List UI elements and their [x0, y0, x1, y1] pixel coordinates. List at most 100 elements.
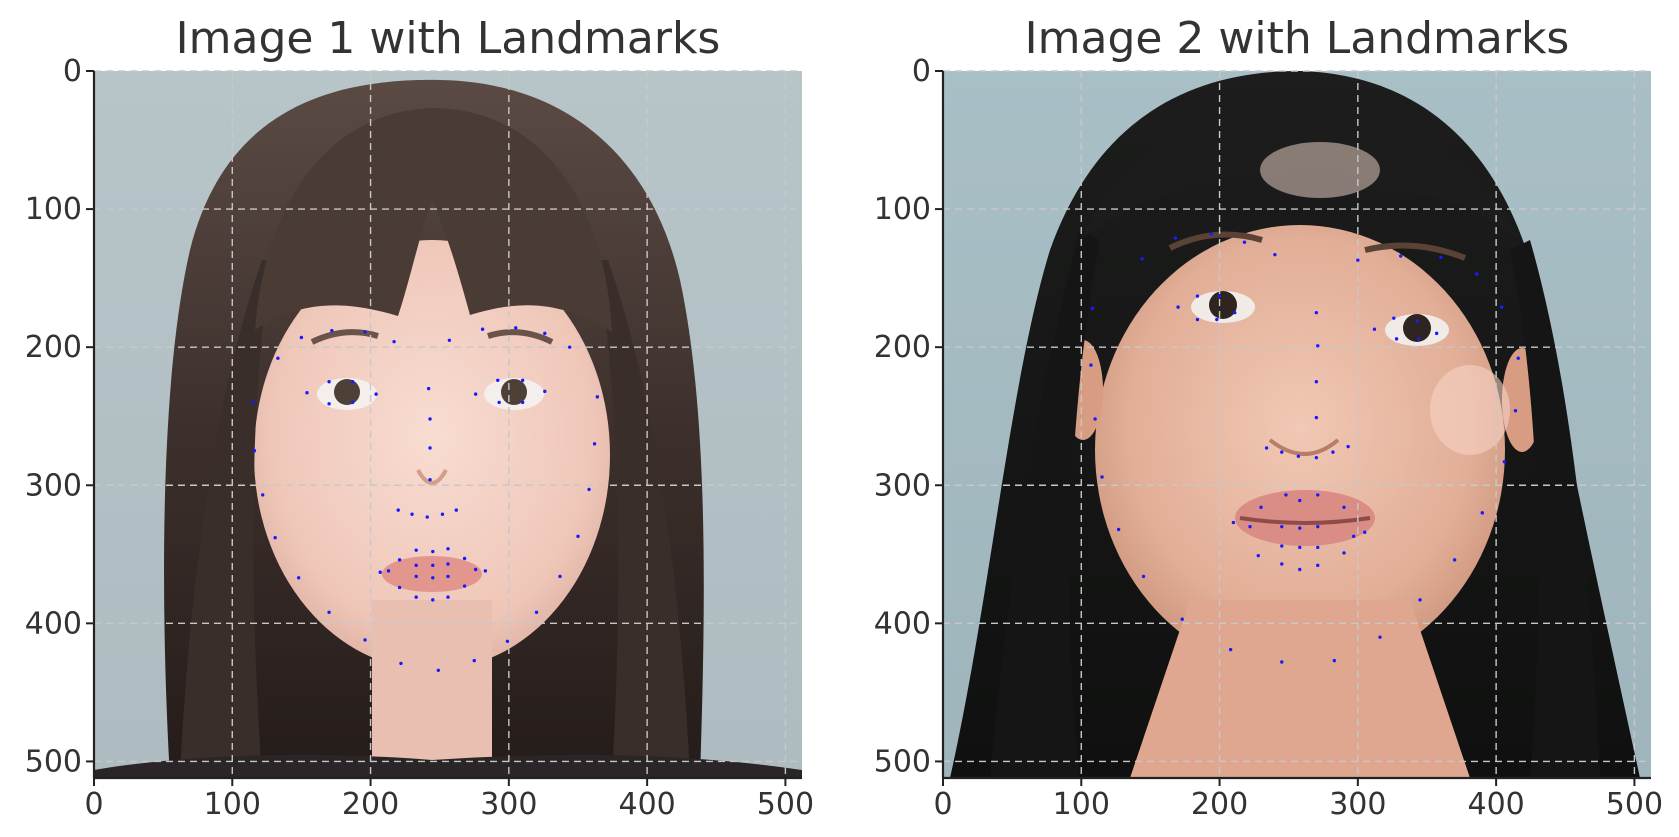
landmark-point: [446, 575, 449, 578]
landmark-point: [414, 564, 417, 567]
landmark-point: [1363, 531, 1366, 534]
landmark-point: [1259, 506, 1262, 509]
x-tick-label: 0: [84, 787, 103, 822]
x-tick-label: 100: [1053, 787, 1110, 822]
landmark-point: [1298, 499, 1301, 502]
landmark-point: [1315, 416, 1318, 419]
landmark-point: [568, 345, 571, 348]
chart-title: Image 2 with Landmarks: [1025, 13, 1570, 64]
landmark-point: [1315, 380, 1318, 383]
landmark-point: [1298, 546, 1301, 549]
landmark-point: [1331, 450, 1334, 453]
landmark-point: [1316, 344, 1319, 347]
y-tick-label: 0: [912, 54, 931, 89]
landmark-point: [1280, 544, 1283, 547]
x-tick-label: 500: [757, 787, 814, 822]
landmark-point: [397, 508, 400, 511]
landmark-point: [1417, 337, 1420, 340]
landmark-point: [428, 446, 431, 449]
landmark-point: [1356, 258, 1359, 261]
landmark-point: [1316, 546, 1319, 549]
landmark-point: [431, 598, 434, 601]
landmark-point: [1280, 450, 1283, 453]
landmark-point: [1514, 409, 1517, 412]
landmark-point: [446, 595, 449, 598]
x-tick-label: 500: [1606, 787, 1663, 822]
landmark-point: [1316, 525, 1319, 528]
landmark-point: [474, 568, 477, 571]
landmark-point: [387, 569, 390, 572]
landmark-point: [1399, 254, 1402, 257]
y-tick-label: 300: [25, 468, 82, 503]
landmark-point: [1439, 256, 1442, 259]
photo-image-2: [943, 71, 1651, 778]
landmark-point: [514, 326, 517, 329]
landmark-point: [521, 401, 524, 404]
landmark-point: [305, 391, 308, 394]
x-tick-label: 200: [1191, 787, 1248, 822]
landmark-point: [576, 535, 579, 538]
landmark-point: [428, 478, 431, 481]
landmark-point: [426, 515, 429, 518]
y-tick-label: 500: [874, 744, 931, 779]
landmark-point: [330, 329, 333, 332]
landmark-point: [1280, 525, 1283, 528]
y-tick-label: 500: [25, 744, 82, 779]
y-tick-label: 400: [25, 606, 82, 641]
landmark-point: [327, 380, 330, 383]
landmark-point: [351, 380, 354, 383]
y-tick-label: 0: [63, 54, 82, 89]
landmark-point: [1117, 528, 1120, 531]
landmark-point: [427, 387, 430, 390]
y-tick-label: 100: [874, 192, 931, 227]
landmark-point: [1453, 558, 1456, 561]
landmark-point: [363, 638, 366, 641]
landmark-point: [1475, 272, 1478, 275]
landmark-point: [441, 513, 444, 516]
landmark-point: [463, 584, 466, 587]
landmark-point: [596, 395, 599, 398]
landmark-point: [379, 571, 382, 574]
landmark-point: [428, 417, 431, 420]
landmark-point: [276, 357, 279, 360]
landmark-point: [1500, 305, 1503, 308]
landmark-point: [414, 575, 417, 578]
landmark-point: [1352, 535, 1355, 538]
landmark-point: [593, 442, 596, 445]
x-tick-label: 400: [1467, 787, 1524, 822]
landmark-point: [1298, 568, 1301, 571]
landmark-point: [1229, 648, 1232, 651]
landmark-point: [1395, 337, 1398, 340]
landmark-point: [1243, 241, 1246, 244]
landmark-point: [1273, 253, 1276, 256]
landmark-point: [300, 336, 303, 339]
landmark-point: [1257, 554, 1260, 557]
landmark-point: [474, 392, 477, 395]
landmark-point: [1373, 328, 1376, 331]
x-tick-label: 300: [480, 787, 537, 822]
landmark-point: [1342, 551, 1345, 554]
landmark-point: [463, 557, 466, 560]
landmark-point: [1378, 635, 1381, 638]
landmark-point: [446, 562, 449, 565]
landmark-point: [1174, 236, 1177, 239]
landmark-point: [431, 576, 434, 579]
landmark-point: [543, 390, 546, 393]
y-tick-label: 400: [874, 606, 931, 641]
photo-image-1: [94, 71, 802, 778]
landmark-point: [1176, 305, 1179, 308]
landmark-point: [431, 564, 434, 567]
landmark-point: [481, 328, 484, 331]
y-tick-label: 100: [25, 192, 82, 227]
landmark-point: [535, 611, 538, 614]
landmark-point: [398, 558, 401, 561]
landmark-point: [1503, 460, 1506, 463]
landmark-point: [253, 449, 256, 452]
x-tick-label: 400: [618, 787, 675, 822]
landmark-point: [1342, 506, 1345, 509]
landmark-point: [363, 330, 366, 333]
landmark-point: [1091, 307, 1094, 310]
landmark-point: [261, 493, 264, 496]
landmark-point: [1140, 257, 1143, 260]
landmark-point: [437, 669, 440, 672]
